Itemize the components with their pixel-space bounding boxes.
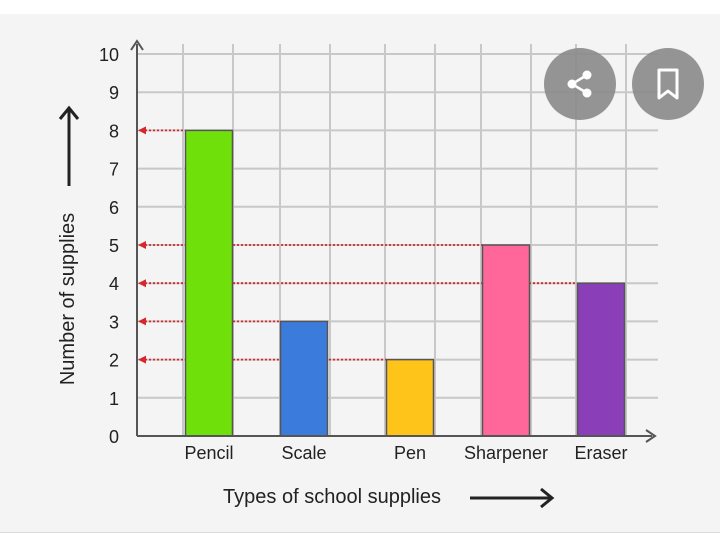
x-axis-title-group: Types of school supplies (223, 486, 555, 509)
x-tick-label: Pen (394, 443, 426, 463)
share-icon (567, 70, 592, 98)
bar-pen (385, 358, 435, 437)
chart-card: 0 1 2 3 4 5 6 7 8 9 10 Pencil Scale Pen Sharpener Eras… (0, 14, 720, 533)
y-tick-label: 6 (109, 198, 119, 218)
y-axis-title-arrowhead (58, 105, 80, 120)
reference-arrowhead (138, 241, 146, 249)
reference-arrowhead (138, 126, 146, 135)
bar-eraser (576, 282, 626, 437)
x-tick-label: Pencil (184, 443, 233, 463)
y-axis-title-group: Number of supplies (57, 105, 80, 385)
x-tick-label: Scale (281, 443, 326, 463)
y-tick-label: 10 (99, 45, 119, 65)
x-tick-labels: Pencil Scale Pen Sharpener Eraser (184, 443, 627, 463)
bookmark-button[interactable] (632, 48, 704, 120)
y-tick-label: 1 (109, 389, 119, 409)
y-axis-arrowhead (130, 39, 144, 51)
x-axis-title: Types of school supplies (223, 486, 441, 508)
reference-arrowhead (138, 317, 146, 326)
y-axis-title: Number of supplies (57, 213, 79, 385)
y-tick-label: 5 (109, 236, 119, 256)
bar-scale (279, 320, 329, 437)
bookmark-icon (657, 68, 679, 100)
x-axis-title-arrowhead (540, 487, 555, 509)
x-tick-label: Eraser (574, 443, 627, 463)
y-tick-label: 3 (109, 312, 119, 332)
x-tick-label: Sharpener (464, 443, 548, 463)
y-tick-labels: 0 1 2 3 4 5 6 7 8 9 10 (99, 45, 119, 447)
reference-arrowhead (138, 355, 146, 364)
y-tick-label: 4 (109, 274, 119, 294)
y-tick-label: 8 (109, 121, 119, 141)
y-tick-label: 2 (109, 351, 119, 371)
x-axis-arrowhead (645, 429, 657, 443)
y-tick-label: 0 (109, 427, 119, 447)
reference-arrowhead (138, 279, 146, 288)
bars (184, 129, 626, 437)
bar-sharpener (481, 244, 531, 437)
bar-chart: 0 1 2 3 4 5 6 7 8 9 10 Pencil Scale Pen Sharpener Eras… (57, 39, 658, 509)
bar-pencil (184, 129, 234, 437)
share-button[interactable] (544, 48, 616, 120)
axes (130, 39, 657, 443)
y-tick-label: 9 (109, 83, 119, 103)
y-tick-label: 7 (109, 160, 119, 180)
